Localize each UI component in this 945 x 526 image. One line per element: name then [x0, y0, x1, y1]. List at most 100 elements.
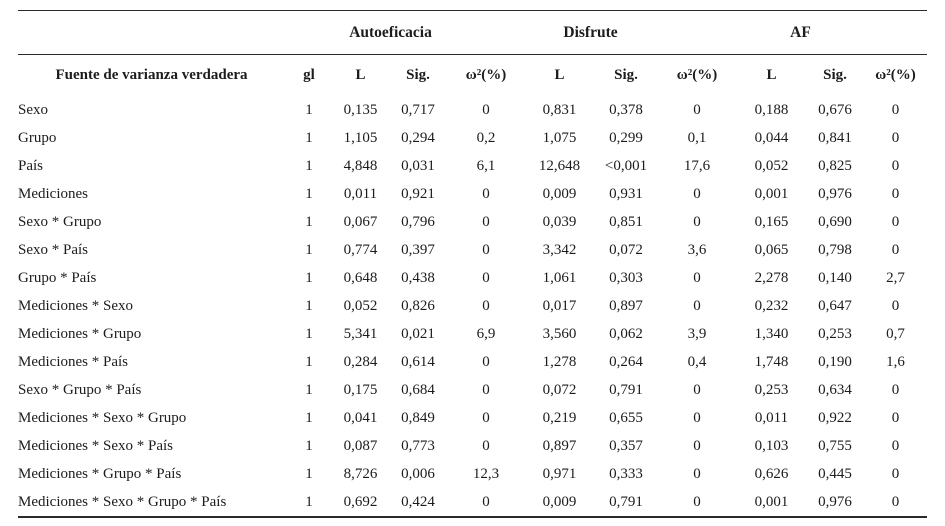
value-cell: 0,798 [818, 241, 852, 258]
value-cell: 0 [891, 465, 900, 482]
value-cell: 1,278 [542, 353, 577, 370]
col-header-sig-af: Sig. [823, 67, 847, 83]
value-cell: 3,342 [542, 241, 577, 258]
value-cell: 0,690 [818, 213, 852, 230]
value-cell: 0,087 [343, 437, 378, 454]
table-row: Sexo * Grupo * País 1 0,175 0,684 0 0,07… [18, 376, 927, 404]
value-cell: 0 [891, 493, 900, 510]
value-cell: <0,001 [604, 157, 648, 174]
source-column-header: Fuente de varianza verdadera [55, 67, 248, 83]
value-cell: 2,7 [886, 269, 905, 286]
value-cell: 0,253 [754, 381, 789, 398]
gl-cell: 1 [305, 465, 313, 482]
value-cell: 3,9 [687, 325, 707, 342]
value-cell: 0,849 [401, 409, 435, 426]
value-cell: 0,717 [401, 101, 435, 118]
gl-cell: 1 [305, 269, 313, 286]
value-cell: 0,072 [609, 241, 643, 258]
gl-cell: 1 [305, 101, 313, 118]
value-cell: 0 [891, 157, 900, 174]
col-header-omega-af: ω²(%) [875, 67, 916, 83]
value-cell: 0,378 [609, 101, 643, 118]
col-header-l-autoeficacia: L [355, 67, 366, 83]
value-cell: 0,009 [542, 185, 577, 202]
value-cell: 6,1 [476, 157, 496, 174]
value-cell: 0,165 [754, 213, 789, 230]
value-cell: 0,1 [687, 129, 707, 146]
row-label: País [18, 157, 44, 174]
table-row: País 1 4,848 0,031 6,1 12,648 <0,001 17,… [18, 152, 927, 180]
value-cell: 0,021 [401, 325, 435, 342]
value-cell: 0,826 [401, 297, 435, 314]
table-row: Mediciones * Sexo 1 0,052 0,826 0 0,017 … [18, 292, 927, 320]
col-header-l-disfrute: L [554, 67, 565, 83]
value-cell: 0 [482, 409, 490, 426]
value-cell: 0,647 [818, 297, 852, 314]
value-cell: 0 [693, 465, 701, 482]
value-cell: 0 [693, 381, 701, 398]
gl-cell: 1 [305, 353, 313, 370]
value-cell: 0 [693, 409, 701, 426]
value-cell: 0,774 [343, 241, 378, 258]
gl-column-header: gl [303, 67, 315, 83]
value-cell: 0 [891, 185, 900, 202]
group-header-af: AF [737, 10, 928, 55]
value-cell: 17,6 [683, 157, 711, 174]
gl-cell: 1 [305, 325, 313, 342]
variance-sources-table: Autoeficacia Disfrute AF Fuente de varia… [18, 10, 928, 518]
row-label: Sexo * Grupo * País [18, 381, 142, 398]
value-cell: 0,676 [818, 101, 852, 118]
value-cell: 0 [891, 101, 900, 118]
row-label: Mediciones * Grupo [18, 325, 142, 342]
gl-cell: 1 [305, 381, 313, 398]
group-header-autoeficacia: Autoeficacia [333, 10, 525, 55]
table-row: Mediciones * Grupo 1 5,341 0,021 6,9 3,5… [18, 320, 927, 348]
gl-cell: 1 [305, 213, 313, 230]
value-cell: 0,841 [818, 129, 852, 146]
value-cell: 0 [891, 213, 900, 230]
value-cell: 0,009 [542, 493, 577, 510]
value-cell: 0 [891, 129, 900, 146]
value-cell: 3,560 [542, 325, 577, 342]
value-cell: 0 [693, 269, 701, 286]
group-header-spacer [18, 10, 333, 55]
value-cell: 0,7 [886, 325, 905, 342]
value-cell: 0,692 [343, 493, 378, 510]
value-cell: 0 [482, 493, 490, 510]
gl-cell: 1 [305, 241, 313, 258]
value-cell: 1,748 [754, 353, 789, 370]
table-row: Mediciones * Sexo * Grupo 1 0,041 0,849 … [18, 404, 927, 432]
value-cell: 1,105 [343, 129, 378, 146]
value-cell: 0 [891, 241, 900, 258]
value-cell: 6,9 [476, 325, 496, 342]
value-cell: 0,294 [401, 129, 435, 146]
value-cell: 0,072 [542, 381, 577, 398]
value-cell: 0 [693, 101, 701, 118]
gl-cell: 1 [305, 437, 313, 454]
value-cell: 0,655 [609, 409, 643, 426]
value-cell: 0,232 [754, 297, 789, 314]
value-cell: 0 [693, 493, 701, 510]
value-cell: 0,052 [754, 157, 789, 174]
value-cell: 0,773 [401, 437, 435, 454]
row-label: Sexo * Grupo [18, 213, 102, 230]
table-row: Sexo * Grupo 1 0,067 0,796 0 0,039 0,851… [18, 208, 927, 236]
value-cell: 0,931 [609, 185, 643, 202]
value-cell: 0,626 [754, 465, 789, 482]
value-cell: 0 [693, 437, 701, 454]
value-cell: 0,001 [754, 493, 789, 510]
value-cell: 0,397 [401, 241, 435, 258]
value-cell: 0,052 [343, 297, 378, 314]
row-label: Mediciones * País [18, 353, 128, 370]
value-cell: 0,755 [818, 437, 852, 454]
value-cell: 0 [891, 409, 900, 426]
value-cell: 0,791 [609, 493, 643, 510]
row-label: Sexo * País [18, 241, 89, 258]
value-cell: 0,796 [401, 213, 435, 230]
value-cell: 0,922 [818, 409, 852, 426]
value-cell: 0,062 [609, 325, 643, 342]
row-label: Mediciones [18, 185, 88, 202]
value-cell: 0 [482, 101, 490, 118]
value-cell: 12,648 [538, 157, 581, 174]
